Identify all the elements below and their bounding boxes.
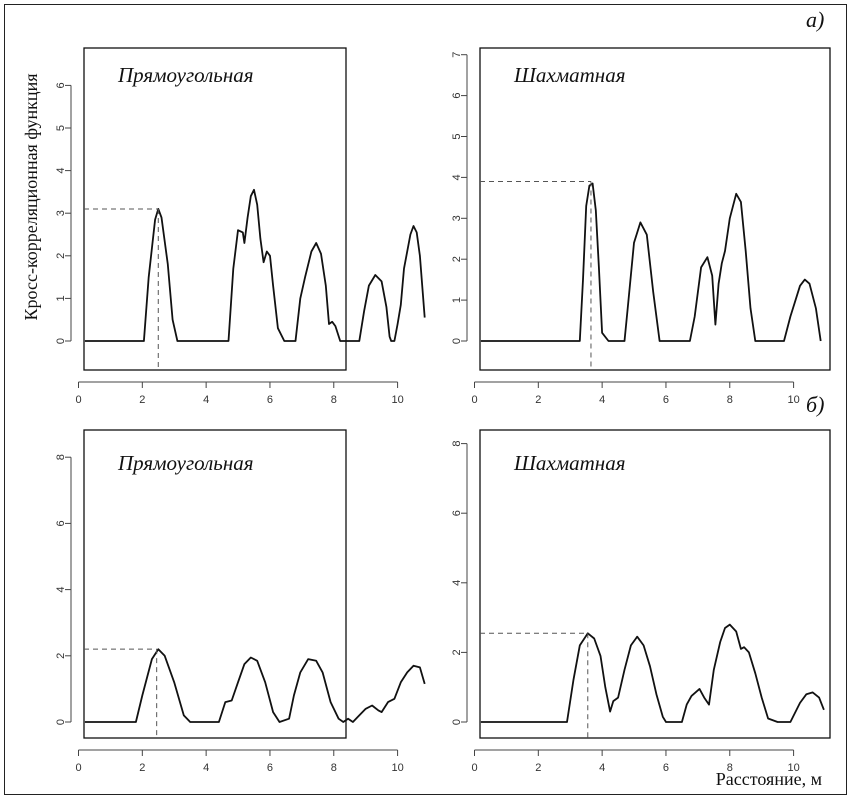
- y-tick-label: 5: [451, 133, 463, 139]
- series-line: [480, 182, 822, 342]
- x-tick-label: 4: [599, 762, 605, 774]
- y-tick-label: 6: [55, 520, 67, 526]
- chart-panel-1: 0 1 2 3 4 5 6 0 2 4 6 8 10 Прямоугольная: [55, 47, 426, 406]
- x-tick-label: 2: [139, 394, 145, 406]
- panel-title: Шахматная: [513, 451, 625, 475]
- y-tick-label: 8: [55, 454, 67, 460]
- x-tick-label: 0: [471, 394, 477, 406]
- y-tick-label: 2: [55, 653, 67, 659]
- x-tick-label: 10: [787, 762, 799, 774]
- x-tick-label: 6: [663, 762, 669, 774]
- y-tick-label: 7: [451, 52, 463, 58]
- plot-box: [83, 429, 347, 739]
- x-tick-label: 8: [727, 762, 733, 774]
- x-tick-label: 8: [727, 394, 733, 406]
- panel-title: Прямоугольная: [117, 451, 254, 475]
- y-tick-label: 2: [451, 649, 463, 655]
- y-tick-label: 0: [451, 338, 463, 344]
- y-tick-label: 2: [55, 253, 67, 259]
- x-tick-label: 6: [663, 394, 669, 406]
- x-tick-label: 0: [471, 762, 477, 774]
- x-tick-label: 10: [787, 394, 799, 406]
- y-tick-label: 5: [55, 125, 67, 131]
- x-tick-label: 8: [331, 762, 337, 774]
- x-tick-label: 0: [75, 762, 81, 774]
- plot-box: [479, 47, 831, 371]
- part-label-a: а): [806, 7, 824, 32]
- y-tick-label: 4: [451, 580, 463, 586]
- part-label-b: б): [806, 392, 824, 417]
- x-tick-label: 2: [535, 394, 541, 406]
- y-tick-label: 3: [55, 210, 67, 216]
- y-tick-label: 0: [55, 719, 67, 725]
- x-tick-label: 6: [267, 394, 273, 406]
- x-tick-label: 10: [391, 394, 403, 406]
- y-tick-label: 6: [55, 82, 67, 88]
- panel-title: Шахматная: [513, 63, 625, 87]
- y-tick-label: 0: [55, 338, 67, 344]
- chart-panels: 0 1 2 3 4 5 6 0 2 4 6 8 10 Прямоугольная 0 1 2 3 4 5 6 7 0 2 4 6 8…: [55, 47, 831, 774]
- series-line: [480, 623, 825, 723]
- y-tick-label: 6: [451, 510, 463, 516]
- x-tick-label: 8: [331, 394, 337, 406]
- x-tick-label: 2: [139, 762, 145, 774]
- x-tick-label: 4: [203, 762, 209, 774]
- x-tick-label: 4: [599, 394, 605, 406]
- x-tick-label: 10: [391, 762, 403, 774]
- plot-box: [479, 429, 831, 739]
- series-line: [84, 188, 426, 342]
- x-tick-label: 6: [267, 762, 273, 774]
- chart-panel-2: 0 1 2 3 4 5 6 7 0 2 4 6 8 10 Шахматная: [451, 47, 831, 406]
- y-tick-label: 1: [451, 297, 463, 303]
- y-tick-label: 0: [451, 719, 463, 725]
- y-tick-label: 4: [55, 587, 67, 593]
- y-tick-label: 6: [451, 93, 463, 99]
- chart-panel-4: 0 2 4 6 8 0 2 4 6 8 10 Шахматная: [451, 429, 831, 774]
- series-line: [84, 648, 426, 723]
- figure-frame: [4, 4, 847, 795]
- y-tick-label: 8: [451, 441, 463, 447]
- x-tick-label: 0: [75, 394, 81, 406]
- y-tick-label: 4: [451, 174, 463, 180]
- y-tick-label: 3: [451, 215, 463, 221]
- y-axis-title: Кросс-корреляционная функция: [21, 74, 41, 321]
- chart-panel-3: 0 2 4 6 8 0 2 4 6 8 10 Прямоугольная: [55, 429, 426, 774]
- y-tick-label: 4: [55, 168, 67, 174]
- x-tick-label: 4: [203, 394, 209, 406]
- x-axis-title: Расстояние, м: [716, 769, 822, 789]
- x-tick-label: 2: [535, 762, 541, 774]
- y-tick-label: 1: [55, 295, 67, 301]
- y-tick-label: 2: [451, 256, 463, 262]
- panel-title: Прямоугольная: [117, 63, 254, 87]
